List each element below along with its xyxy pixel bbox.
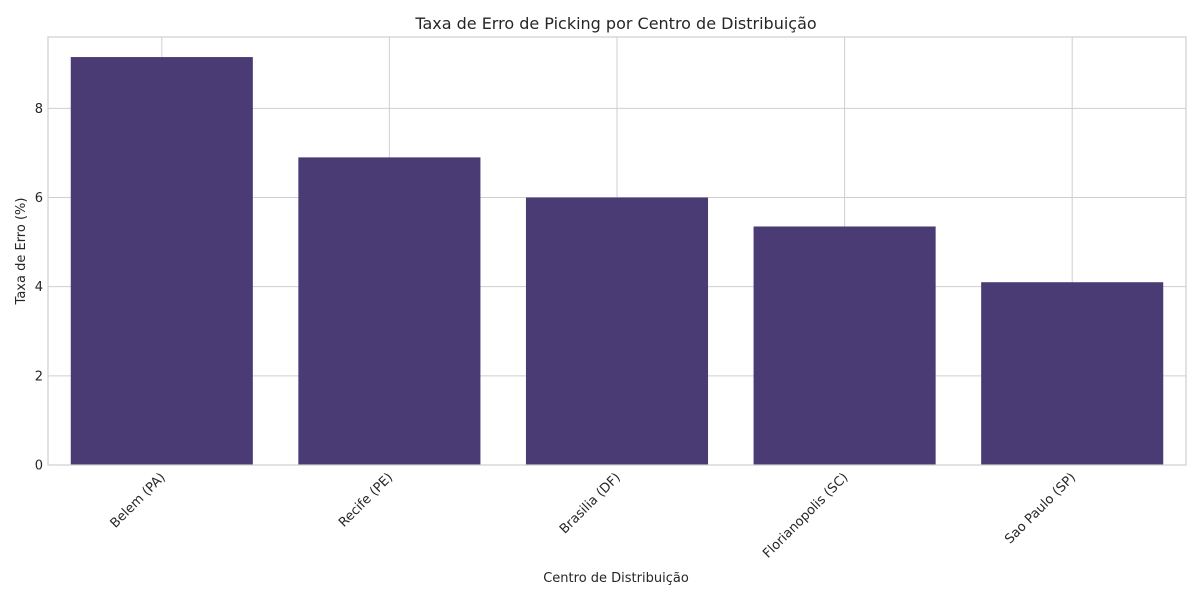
bar bbox=[70, 57, 253, 465]
y-tick-label: 2 bbox=[35, 369, 43, 384]
bar bbox=[981, 282, 1164, 465]
y-axis-label: Taxa de Erro (%) bbox=[14, 198, 29, 306]
x-tick-label: Recife (PE) bbox=[336, 470, 396, 530]
plot-frame bbox=[47, 36, 1187, 466]
x-axis-label: Centro de Distribuição bbox=[543, 571, 689, 586]
bars bbox=[70, 57, 1164, 465]
x-tick-label: Belem (PA) bbox=[108, 470, 169, 531]
chart-title: Taxa de Erro de Picking por Centro de Di… bbox=[414, 14, 816, 33]
x-tick-label: Florianopolis (SC) bbox=[760, 470, 851, 561]
x-tick-label: Brasilia (DF) bbox=[557, 470, 624, 537]
bar bbox=[298, 157, 481, 465]
bar bbox=[753, 226, 936, 465]
x-axis-ticks: Belem (PA) Recife (PE) Brasilia (DF) Floria… bbox=[108, 470, 1079, 561]
y-tick-label: 8 bbox=[35, 102, 43, 117]
y-tick-label: 4 bbox=[35, 280, 43, 295]
y-axis-ticks: 0 2 4 6 8 bbox=[35, 102, 43, 474]
x-tick-label: Sao Paulo (SP) bbox=[1002, 470, 1079, 547]
bar bbox=[525, 197, 709, 465]
y-tick-label: 0 bbox=[35, 459, 43, 474]
y-tick-label: 6 bbox=[35, 191, 43, 206]
